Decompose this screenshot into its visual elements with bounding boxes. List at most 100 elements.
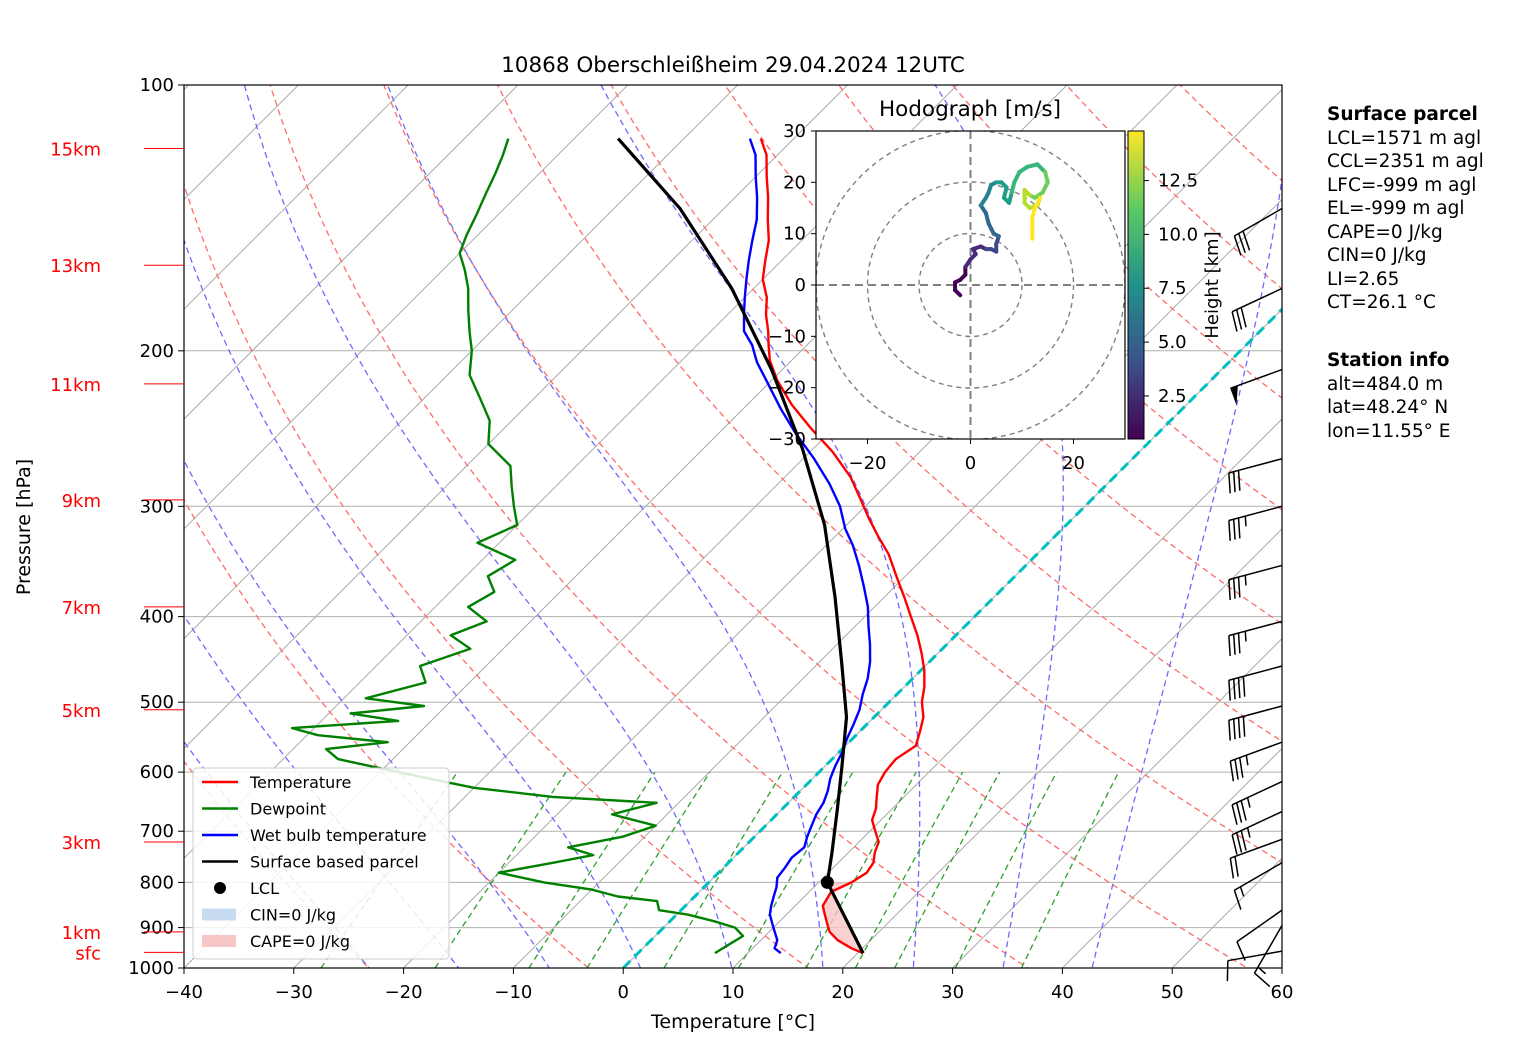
chart-title: 10868 Oberschleißheim 29.04.2024 12UTC	[501, 53, 965, 78]
legend: Temperature Dewpoint Wet bulb temperature S…	[192, 767, 450, 960]
x-tick-label: −20	[385, 982, 423, 1003]
series-line	[742, 138, 872, 955]
colorbar-label: Height [km]	[1202, 231, 1223, 338]
barb-full	[1228, 579, 1231, 601]
dry-adiabat	[838, 85, 1282, 511]
wind-barb	[1230, 368, 1283, 406]
legend-swatch	[214, 882, 226, 894]
profile-series	[290, 137, 926, 955]
barb-shaft	[1230, 368, 1283, 390]
moist-adiabat	[184, 238, 642, 968]
barb-full	[1228, 520, 1231, 541]
barb-half	[1246, 827, 1251, 838]
isotherm-line	[952, 637, 1282, 968]
dry-adiabat	[269, 85, 1030, 968]
legend-label: Temperature	[249, 773, 351, 792]
barb-full	[1240, 307, 1247, 328]
x-tick-label: −30	[275, 982, 313, 1003]
info-lon: lon=11.55° E	[1327, 420, 1451, 442]
y-tick-label: 900	[140, 918, 174, 939]
hodograph-ticks: −20 0 20 30 20 10 0 −10 −20 −30	[768, 121, 1085, 474]
barb-full	[1231, 834, 1238, 855]
barb-half	[1244, 516, 1247, 527]
dry-adiabats	[184, 85, 1282, 968]
colorbar-tick-label: 12.5	[1158, 171, 1198, 192]
moist-adiabats	[184, 85, 1282, 968]
hodo-x-tick-label: 20	[1062, 453, 1085, 474]
wind-barb	[1228, 620, 1283, 657]
barb-shaft	[1228, 705, 1283, 721]
info-li: LI=2.65	[1327, 268, 1400, 290]
y-tick-label: 500	[140, 692, 174, 713]
barb-full	[1233, 235, 1242, 256]
barb-shaft	[1233, 862, 1283, 891]
x-tick-label: 20	[831, 982, 854, 1003]
barb-full	[1235, 309, 1243, 330]
height-label: 3km	[62, 833, 101, 854]
y-tick-label: 200	[140, 341, 174, 362]
wind-barb	[1228, 564, 1283, 601]
info-ct: CT=26.1 °C	[1327, 292, 1436, 313]
barb-full	[1228, 680, 1231, 701]
height-label: 5km	[62, 701, 101, 722]
isotherm-line	[184, 85, 409, 310]
lcl-marker	[820, 875, 834, 889]
colorbar	[1127, 130, 1145, 440]
hodo-y-tick-label: 20	[783, 172, 806, 193]
barb-full	[1238, 757, 1244, 778]
colorbar-tick-label: 10.0	[1158, 224, 1198, 245]
height-label: sfc	[75, 943, 101, 964]
hodograph-ring	[866, 181, 1075, 389]
hodo-y-tick-label: −10	[768, 326, 806, 347]
barb-shaft	[1228, 458, 1283, 474]
dry-adiabat	[184, 183, 810, 968]
station-info: Station info alt=484.0 m lat=48.24° N lo…	[1327, 349, 1450, 443]
wind-barb	[1228, 505, 1283, 541]
y-tick-label: 100	[140, 75, 174, 96]
series-line	[759, 138, 926, 955]
height-label: 1km	[62, 923, 101, 944]
wind-barb	[1228, 665, 1283, 701]
y-tick-label: 800	[140, 872, 174, 893]
barb-full	[1228, 472, 1231, 494]
hodo-x-tick-label: 0	[965, 453, 976, 474]
mixing-ratio-line	[854, 771, 964, 968]
x-tick-label: −10	[494, 982, 532, 1003]
moist-adiabat	[386, 85, 824, 968]
isotherm-line	[1062, 747, 1282, 968]
y-axis-label: Pressure [hPa]	[13, 459, 35, 595]
mixing-ratio-line	[434, 771, 567, 968]
height-label: 7km	[62, 598, 101, 619]
barb-flag	[1230, 385, 1238, 406]
barb-shaft	[1230, 741, 1283, 762]
hodograph-title: Hodograph [m/s]	[879, 97, 1061, 122]
height-label: 15km	[50, 139, 101, 160]
isotherm-line	[184, 85, 629, 530]
height-label: 11km	[50, 375, 101, 396]
wind-barb	[1233, 862, 1283, 910]
barb-full	[1237, 717, 1241, 739]
series-line	[616, 137, 865, 954]
barb-full	[1237, 632, 1241, 654]
moist-adiabat	[600, 85, 921, 968]
mixing-ratio-line	[528, 771, 656, 968]
mixing-ratio-line	[1020, 771, 1120, 968]
barb-full	[1232, 519, 1236, 540]
barb-half	[1239, 886, 1245, 897]
barb-full	[1232, 718, 1236, 740]
hodo-y-tick-label: 0	[795, 275, 806, 296]
info-cape: CAPE=0 J/kg	[1327, 221, 1443, 243]
x-axis-label: Temperature [°C]	[650, 1011, 815, 1033]
isotherm-line	[513, 198, 1282, 968]
barb-full	[1228, 720, 1231, 741]
barb-full	[1231, 311, 1238, 332]
moist-adiabat	[184, 459, 550, 968]
hodo-x-tick-label: −20	[849, 453, 887, 474]
info-el: EL=-999 m agl	[1327, 198, 1465, 219]
zero-isotherm-line	[622, 307, 1282, 968]
barb-full	[1228, 635, 1231, 657]
mixing-ratio-line	[663, 771, 784, 968]
isotherm-line	[184, 85, 738, 640]
legend-label: CAPE=0 J/kg	[250, 932, 350, 951]
height-label: 9km	[62, 491, 101, 512]
